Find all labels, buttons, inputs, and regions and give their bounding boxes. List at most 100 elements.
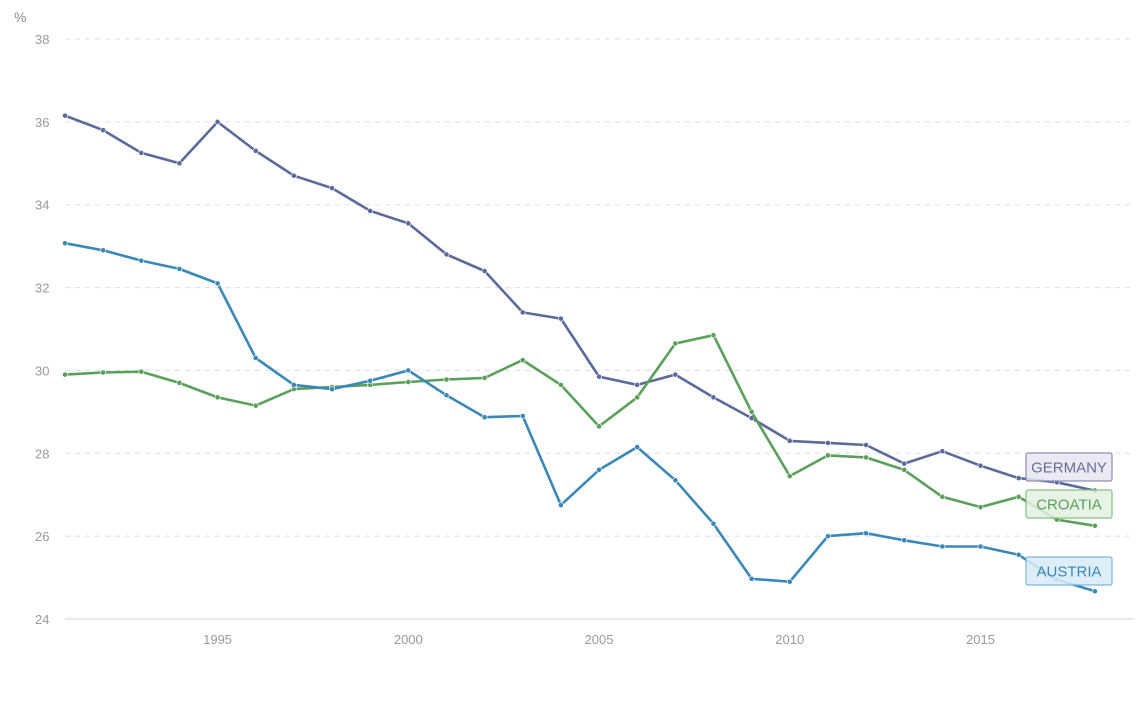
data-point-croatia <box>100 369 107 376</box>
data-point-germany <box>901 460 908 467</box>
data-point-croatia <box>901 466 908 473</box>
data-point-germany <box>290 172 297 179</box>
y-unit-label: % <box>14 9 26 25</box>
y-tick-label: 34 <box>35 198 49 213</box>
series-label-box <box>1025 556 1113 586</box>
series-line-germany <box>63 114 1097 492</box>
series-label-austria: AUSTRIA <box>1025 556 1113 586</box>
x-axis-tick-labels: 1995 2000 2005 2010 2015 <box>203 632 995 647</box>
data-point-croatia <box>863 454 869 461</box>
x-tick-label: 2000 <box>394 632 423 647</box>
data-point-germany <box>977 462 984 469</box>
data-point-croatia <box>481 374 488 381</box>
data-point-austria <box>939 543 946 550</box>
data-point-croatia <box>710 332 717 339</box>
data-point-germany <box>214 118 221 125</box>
data-point-germany <box>519 309 526 316</box>
data-point-austria <box>443 392 450 399</box>
data-point-germany <box>329 185 335 192</box>
series-line-austria <box>63 241 1097 593</box>
data-point-austria <box>748 575 755 582</box>
series-label-germany: GERMANY <box>1025 452 1113 482</box>
x-tick-label: 2005 <box>585 632 614 647</box>
data-point-germany <box>786 437 793 444</box>
series-label-text: GERMANY <box>1031 460 1107 477</box>
series-label-text: AUSTRIA <box>1036 564 1101 581</box>
data-point-croatia <box>62 371 68 378</box>
data-point-austria <box>596 466 602 473</box>
data-point-austria <box>634 444 641 450</box>
x-tick-label: 2010 <box>775 632 804 647</box>
data-point-austria <box>1015 551 1022 558</box>
data-point-germany <box>863 442 869 448</box>
data-point-croatia <box>176 379 183 386</box>
data-point-germany <box>825 440 831 446</box>
data-point-germany <box>710 394 717 401</box>
data-point-austria <box>481 414 488 421</box>
data-point-germany <box>405 220 412 227</box>
data-point-croatia <box>1015 493 1022 500</box>
data-point-austria <box>672 477 679 484</box>
data-point-croatia <box>519 357 526 363</box>
data-point-austria <box>252 355 259 361</box>
y-axis-tick-labels: 24 26 28 30 32 34 36 38 <box>35 32 49 627</box>
data-point-austria <box>214 280 221 287</box>
data-point-germany <box>596 373 602 380</box>
data-point-germany <box>939 448 946 455</box>
data-point-austria <box>367 377 374 384</box>
data-point-austria <box>825 533 831 540</box>
data-point-austria <box>62 240 68 247</box>
y-tick-label: 32 <box>35 281 49 296</box>
data-point-croatia <box>1092 522 1098 529</box>
data-point-croatia <box>977 504 984 511</box>
data-point-austria <box>290 382 297 388</box>
data-point-croatia <box>557 382 564 388</box>
data-point-austria <box>863 530 869 537</box>
data-point-austria <box>557 502 564 508</box>
data-point-croatia <box>138 368 145 375</box>
data-point-croatia <box>634 394 641 401</box>
data-point-croatia <box>214 394 221 401</box>
data-point-croatia <box>939 493 946 500</box>
data-point-germany <box>443 251 450 258</box>
data-point-germany <box>100 127 107 134</box>
data-point-croatia <box>443 376 450 383</box>
data-point-germany <box>367 208 374 214</box>
data-point-austria <box>901 537 908 544</box>
data-point-germany <box>176 160 183 167</box>
series-end-labels: GERMANY CROATIA AUSTRIA <box>1025 452 1113 586</box>
data-point-austria <box>405 367 412 374</box>
y-tick-label: 36 <box>35 115 49 130</box>
data-point-austria <box>176 266 183 272</box>
grid-lines <box>65 38 1134 620</box>
y-tick-label: 24 <box>35 612 49 627</box>
data-point-croatia <box>405 379 412 385</box>
data-point-germany <box>634 382 641 388</box>
data-point-croatia <box>825 452 831 459</box>
data-point-croatia <box>596 423 602 430</box>
y-tick-label: 38 <box>35 32 49 47</box>
series-label-text: CROATIA <box>1036 497 1102 514</box>
series-label-box <box>1025 452 1113 482</box>
data-point-croatia <box>748 408 755 415</box>
data-point-austria <box>977 543 984 550</box>
series-label-box <box>1025 489 1113 519</box>
series-label-croatia: CROATIA <box>1025 489 1113 519</box>
data-point-germany <box>557 315 564 322</box>
data-point-austria <box>519 413 526 419</box>
y-tick-label: 28 <box>35 446 49 461</box>
data-point-germany <box>1015 475 1022 482</box>
data-point-germany <box>481 268 488 274</box>
data-point-austria <box>1092 588 1098 595</box>
data-point-germany <box>138 150 145 156</box>
data-point-austria <box>710 520 717 527</box>
data-point-croatia <box>786 473 793 479</box>
data-point-germany <box>672 371 679 378</box>
y-tick-label: 30 <box>35 363 49 378</box>
series-line-croatia <box>63 333 1097 528</box>
x-tick-label: 2015 <box>966 632 995 647</box>
x-tick-label: 1995 <box>203 632 232 647</box>
series-lines <box>62 112 1098 595</box>
data-point-croatia <box>672 340 679 347</box>
